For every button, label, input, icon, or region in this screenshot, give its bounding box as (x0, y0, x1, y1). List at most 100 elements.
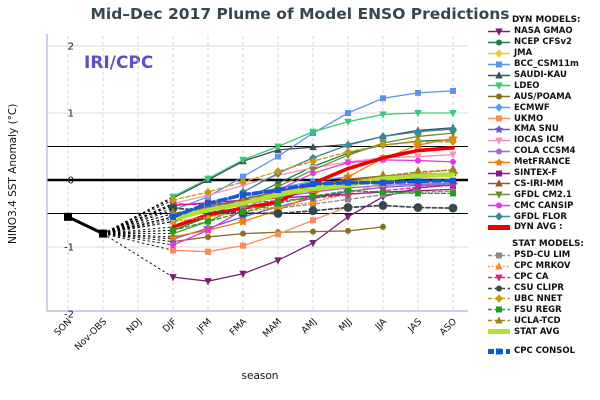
legend-item-cmc-cansip: CMC CANSIP (487, 200, 599, 211)
marker-square (496, 306, 502, 313)
legend-marker-icon (488, 285, 510, 292)
legend-item-label: FSU REGR (514, 304, 562, 315)
marker-star (494, 157, 504, 166)
legend-marker-icon (488, 115, 510, 122)
marker-circle (240, 230, 246, 237)
marker-square (380, 95, 386, 102)
marker-circle (345, 159, 351, 166)
marker-square (170, 213, 176, 220)
marker-diamond (379, 140, 387, 150)
legend-marker-shape (495, 82, 503, 91)
plot-frame (46, 34, 468, 312)
marker-star (494, 125, 504, 134)
marker-triangle-down (414, 110, 422, 118)
legend-item-cpc-ca: CPC CA (487, 272, 599, 283)
legend-marker-icon (488, 224, 510, 230)
legend-marker-shape (495, 262, 503, 270)
legend-marker-shape (495, 137, 503, 145)
legend-marker-icon (488, 137, 510, 145)
x-tick-label: MJJ (337, 316, 354, 333)
legend-marker-shape (495, 294, 503, 304)
fan-lines (102, 196, 174, 278)
marker-circle (378, 201, 388, 210)
x-axis-title: season (241, 370, 279, 382)
obs-marker (64, 212, 72, 221)
marker-square (275, 187, 281, 194)
marker-circle (310, 228, 316, 235)
marker-square (415, 178, 421, 185)
marker-square (496, 170, 502, 177)
legend-item-sintex-f: SINTEX-F (487, 168, 599, 179)
legend-item-aus-poama: AUS/POAMA (487, 91, 599, 102)
marker-triangle-up (447, 164, 459, 175)
y-tick-label: -1 (64, 243, 74, 254)
marker-triangle-down (449, 110, 457, 118)
legend-marker-shape (496, 285, 502, 292)
marker-triangle-up (204, 212, 212, 220)
legend-marker-icon (488, 179, 510, 187)
legend-item-ncep-cfsv2: NCEP CFSv2 (487, 37, 599, 48)
marker-circle (345, 227, 351, 234)
legend-item-stat-avg: STAT AVG (487, 326, 599, 337)
marker-circle (496, 39, 502, 46)
marker-circle (205, 233, 211, 240)
legend-item-bcc-csm11m: BCC_CSM11m (487, 59, 599, 70)
marker-triangle-down (414, 133, 422, 141)
marker-square (310, 193, 316, 200)
legend-marker-icon (488, 316, 510, 324)
obs-segment (67, 215, 104, 235)
series-line (170, 172, 456, 222)
legend-marker-shape (496, 170, 502, 177)
legend-item-metfrance: MetFRANCE (487, 157, 599, 168)
legend-item-label: GFDL CM2.1 (514, 189, 572, 200)
marker-diamond (414, 127, 422, 136)
marker-triangle-down (449, 182, 457, 190)
legend-item-label: MetFRANCE (514, 157, 571, 168)
marker-triangle-down (495, 191, 503, 200)
legend-item-ubc-nnet: UBC NNET (487, 293, 599, 304)
legend-marker-shape (496, 348, 502, 355)
marker-triangle-up (495, 316, 503, 324)
legend-item-label: IOCAS ICM (514, 135, 565, 146)
marker-circle (496, 285, 502, 292)
legend-item-label: CSU CLIPR (514, 283, 564, 294)
legend-dyn-header: DYN MODELS: (512, 15, 581, 25)
marker-square (415, 190, 421, 197)
legend-item-label: CMC CANSIP (514, 200, 574, 211)
legend-item-cpc-consol: CPC CONSOL (487, 346, 599, 357)
legend-item-label: ECMWF (514, 102, 550, 113)
legend-item-iocas-icm: IOCAS ICM (487, 135, 599, 146)
marker-diamond (309, 157, 317, 166)
fan-line (102, 207, 174, 235)
marker-triangle-down (274, 143, 282, 151)
legend-marker-icon (488, 93, 510, 100)
marker-triangle-down (495, 82, 503, 91)
legend-marker-shape (495, 316, 503, 324)
legend-marker-shape (495, 70, 503, 79)
legend-item-label: CPC MRKOV (514, 261, 571, 272)
legend-marker-shape (496, 93, 502, 100)
marker-triangle-down (204, 175, 212, 183)
y-tick-label: 2 (68, 42, 74, 53)
fan-line (102, 233, 174, 251)
legend-item-label: BCC_CSM11m (514, 59, 579, 70)
legend-marker-shape (496, 148, 502, 155)
marker-diamond (274, 167, 282, 176)
legend-marker-icon (488, 61, 510, 68)
marker-square (380, 189, 386, 196)
marker-square (205, 200, 211, 207)
marker-circle (170, 241, 176, 248)
marker-circle (415, 157, 421, 164)
legend-item-label: KMA SNU (514, 124, 559, 135)
legend-item-label: NASA GMAO (514, 26, 573, 37)
legend-marker-icon (488, 125, 510, 134)
legend-marker-icon (488, 212, 510, 221)
fan-line (102, 213, 174, 235)
fan-line (102, 196, 174, 234)
marker-circle (413, 203, 423, 212)
legend-item-cs-iri-mm: CS-IRI-MM (487, 178, 599, 189)
marker-square (496, 252, 502, 259)
legend-item-label: CS-IRI-MM (514, 178, 564, 189)
